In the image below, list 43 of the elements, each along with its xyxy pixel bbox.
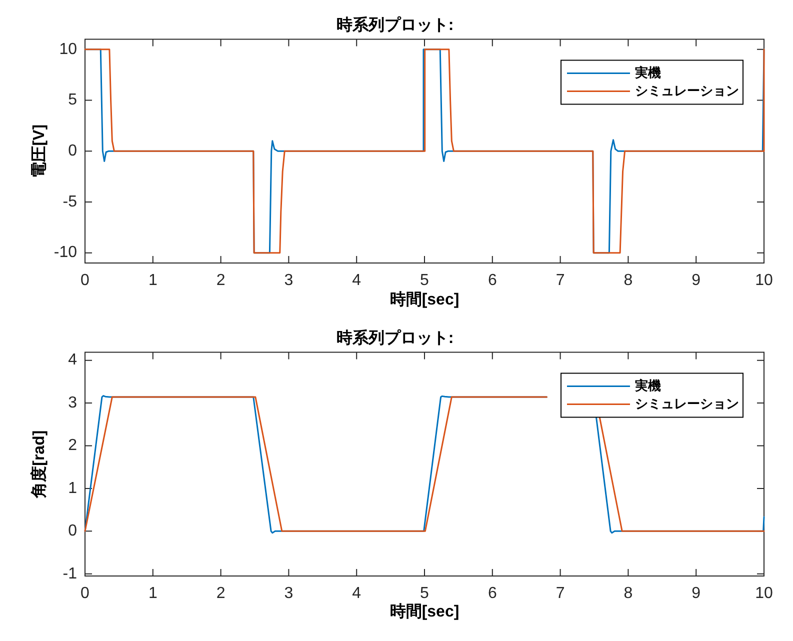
- x-tick-label: 5: [420, 585, 430, 602]
- x-tick-label: 6: [488, 272, 497, 290]
- y-tick-label: 3: [68, 394, 78, 412]
- x-tick-label: 0: [80, 272, 90, 290]
- y-tick-label: -1: [62, 565, 78, 582]
- legend-label: シミュレーション: [635, 82, 739, 98]
- x-tick-label: 7: [556, 272, 565, 290]
- x-tick-label: 10: [755, 585, 773, 602]
- y-tick-label: 5: [68, 92, 78, 109]
- chart-title: 時系列プロット:: [336, 16, 454, 34]
- x-tick-label: 7: [556, 585, 565, 602]
- x-tick-label: 1: [148, 585, 158, 602]
- y-axis-title: 角度[rad]: [29, 430, 48, 499]
- x-tick-label: 9: [692, 272, 701, 290]
- x-tick-label: 6: [488, 585, 497, 602]
- x-tick-label: 8: [624, 272, 633, 290]
- x-tick-label: 3: [284, 272, 294, 290]
- y-tick-label: 2: [68, 437, 78, 454]
- legend-label: シミュレーション: [635, 396, 739, 411]
- chart-title: 時系列プロット:: [336, 329, 454, 348]
- legend-label: 実機: [634, 378, 661, 393]
- y-axis-title: 電圧[V]: [30, 124, 48, 178]
- x-tick-label: 0: [80, 585, 90, 602]
- x-tick-label: 9: [692, 585, 701, 602]
- x-tick-label: 3: [284, 585, 294, 602]
- y-tick-label: 1: [68, 480, 78, 497]
- y-tick-label: 0: [68, 522, 78, 540]
- x-tick-label: 8: [624, 585, 633, 602]
- y-tick-label: 10: [59, 40, 78, 58]
- x-axis-title: 時間[sec]: [390, 290, 460, 308]
- y-tick-label: -5: [62, 193, 78, 210]
- x-axis-title: 時間[sec]: [390, 602, 460, 620]
- x-tick-label: 4: [352, 272, 362, 290]
- x-tick-label: 2: [216, 272, 226, 290]
- legend-label: 実機: [634, 64, 661, 80]
- x-tick-label: 4: [352, 585, 362, 602]
- y-tick-label: 0: [68, 142, 78, 160]
- x-tick-label: 1: [148, 272, 158, 290]
- x-tick-label: 5: [420, 272, 430, 290]
- x-tick-label: 2: [216, 585, 226, 602]
- x-tick-label: 10: [755, 272, 773, 290]
- y-tick-label: -10: [54, 244, 78, 262]
- y-tick-label: 4: [68, 352, 78, 369]
